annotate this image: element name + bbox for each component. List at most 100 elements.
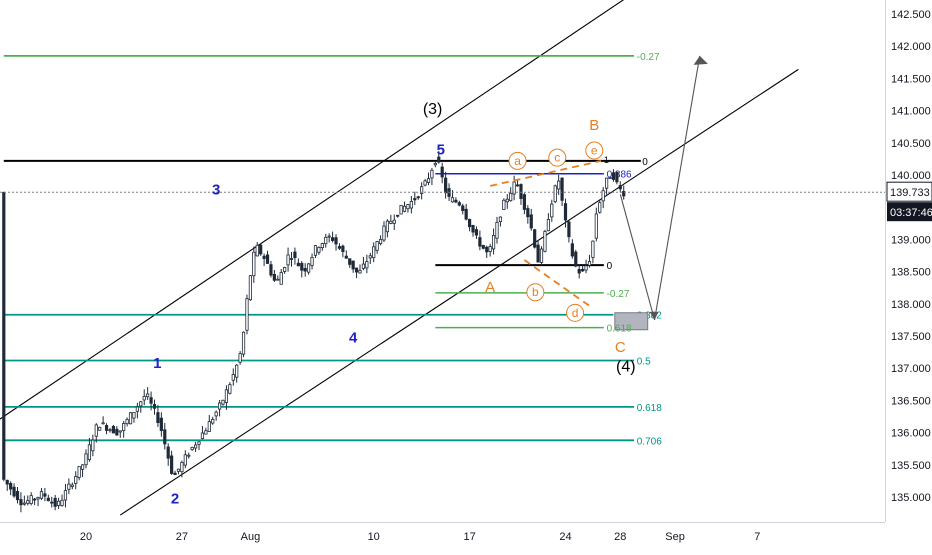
price-tick-label: 141.000	[891, 106, 931, 118]
candle-down	[618, 185, 622, 190]
candle-up	[132, 411, 136, 419]
candle-up	[310, 256, 314, 266]
candle-up	[584, 265, 588, 271]
fib-level-label: -0.27	[637, 52, 660, 63]
candle-down	[159, 417, 163, 432]
candle-down	[2, 192, 6, 480]
candle-down	[300, 262, 304, 271]
candle-up	[307, 263, 311, 273]
candle-down	[536, 244, 540, 263]
candle-down	[567, 221, 571, 238]
candle-up	[505, 198, 509, 203]
wave-label-blue: 4	[349, 329, 358, 346]
candle-up	[122, 423, 126, 431]
candle-down	[457, 202, 461, 206]
candle-up	[598, 202, 602, 213]
candle-up	[142, 395, 146, 401]
candle-up	[546, 219, 550, 232]
candle-up	[180, 461, 184, 473]
price-tick-label: 136.000	[891, 428, 931, 440]
candle-down	[269, 264, 273, 276]
candle-down	[170, 455, 174, 474]
time-tick-label: 17	[463, 531, 475, 543]
candle-up	[39, 491, 44, 499]
candle-up	[183, 454, 187, 466]
candle-down	[156, 412, 160, 423]
candle-up	[320, 243, 324, 249]
candle-down	[581, 268, 585, 272]
candle-up	[553, 185, 557, 203]
candle-down	[173, 472, 177, 476]
candle-up	[67, 483, 71, 490]
wave-label-orange: C	[615, 339, 626, 356]
channel-upper-line	[0, 0, 625, 420]
price-tick-label: 142.000	[891, 41, 931, 53]
candle-up	[591, 240, 595, 258]
time-tick-label: 27	[176, 531, 188, 543]
candle-up	[550, 203, 554, 218]
range-level-label: -0.27	[607, 289, 630, 300]
candle-up	[409, 201, 413, 209]
candle-up	[324, 236, 328, 245]
price-tick-label: 139.000	[891, 234, 931, 246]
time-tick-label: Sep	[665, 531, 685, 543]
candle-down	[570, 243, 574, 257]
candle-down	[526, 208, 530, 218]
candle-up	[498, 216, 503, 223]
candle-down	[115, 428, 119, 436]
candle-down	[416, 196, 420, 199]
wave-label-circle	[526, 283, 545, 302]
candle-down	[522, 194, 527, 210]
price-tick-label: 138.500	[891, 267, 931, 279]
candle-up	[224, 389, 229, 403]
wave-label-orange: B	[589, 117, 599, 134]
range-level-label: 0.618	[607, 324, 632, 335]
fib-level-label: 0.706	[637, 436, 662, 447]
candle-up	[214, 411, 218, 417]
wave-label-black: (3)	[423, 101, 443, 118]
projection-paths	[489, 55, 708, 321]
candle-up	[87, 444, 92, 461]
candle-up	[204, 430, 208, 435]
wave-labels: 1 2 3 4 5 (3) (4) A B Ca b c d e	[153, 101, 635, 508]
current-price-value: 139.733	[890, 187, 930, 199]
candle-up	[255, 244, 259, 257]
candle-up	[193, 444, 198, 449]
candle-up	[488, 246, 492, 252]
price-tick-label: 137.500	[891, 331, 931, 343]
candle-up	[594, 213, 598, 239]
candle-up	[601, 190, 605, 202]
wave-label-circled: e	[591, 144, 598, 158]
candle-up	[509, 192, 513, 202]
candle-down	[622, 191, 626, 197]
candle-down	[163, 429, 167, 445]
candle-down	[611, 172, 616, 180]
candle-up	[248, 275, 252, 301]
wave-label-circle	[548, 148, 567, 167]
candle-down	[560, 177, 564, 201]
target-zone-box	[614, 312, 649, 331]
candle-up	[605, 177, 609, 189]
candle-down	[563, 203, 568, 221]
time-axis[interactable]: 20 27 Aug 10 17 24 28 Sep 7	[80, 531, 760, 543]
wave-label-blue: 5	[437, 141, 445, 158]
candle-down	[15, 490, 20, 501]
candle-up	[433, 163, 437, 166]
candle-down	[296, 262, 300, 267]
fib-level-label: 0.5	[637, 356, 651, 367]
time-tick-label: 7	[754, 531, 760, 543]
candle-up	[241, 331, 246, 355]
candle-up	[372, 246, 376, 259]
wave-label-circle	[508, 151, 527, 170]
candle-down	[396, 214, 400, 217]
candle-up	[146, 393, 150, 398]
candle-down	[467, 218, 472, 228]
candle-down	[481, 244, 485, 249]
countdown-value: 03:37:46	[890, 207, 932, 219]
candle-down	[519, 184, 523, 199]
candle-down	[19, 499, 23, 506]
price-badges: 139.733 03:37:46	[886, 181, 932, 222]
